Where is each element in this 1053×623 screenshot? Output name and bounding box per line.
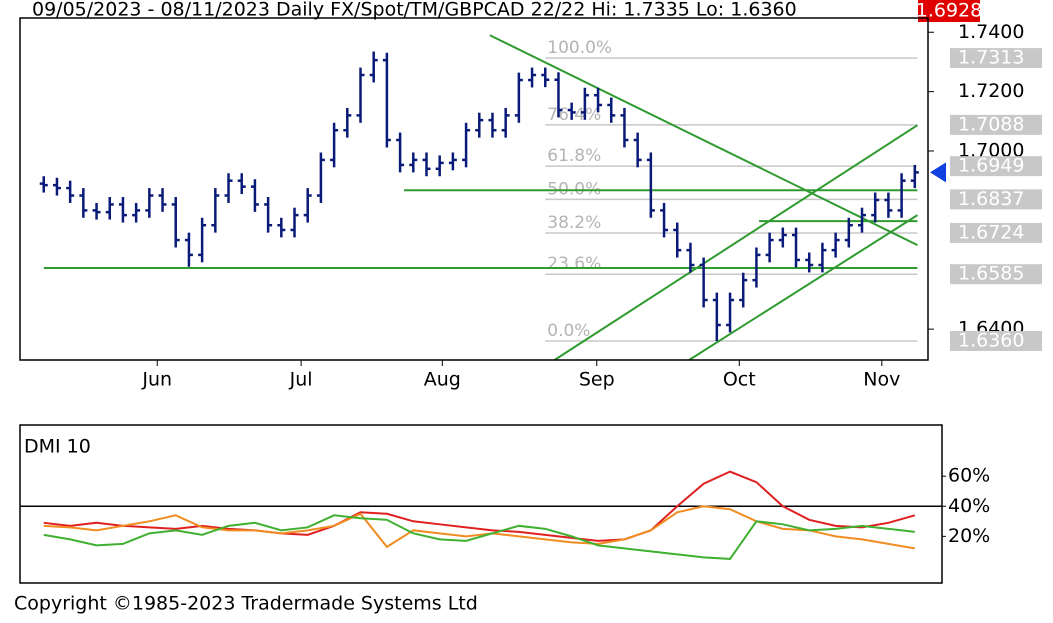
fib-label: 100.0%: [547, 38, 612, 58]
fib-label: 76.4%: [547, 105, 601, 125]
dmi-line: [43, 514, 915, 560]
y-tick-label: 1.7400: [958, 21, 1024, 43]
y-tick-label: 60%: [948, 465, 990, 487]
dmi-frame: [19, 424, 943, 584]
x-tick-label: Sep: [579, 369, 615, 391]
fib-price-box: [950, 222, 1042, 243]
last-price-marker: [930, 162, 946, 183]
fib-price: 1.6585: [958, 263, 1024, 285]
fib-price: 1.6360: [958, 330, 1024, 352]
fib-label: 38.2%: [547, 213, 601, 233]
last-price-box: [918, 0, 980, 22]
fib-price: 1.6837: [958, 188, 1024, 210]
last-price: 1.6928: [916, 0, 982, 22]
chart-title: 09/05/2023 - 08/11/2023 Daily FX/Spot/TM…: [32, 0, 797, 21]
trendline: [553, 124, 918, 361]
fib-price-box: [950, 114, 1042, 135]
fib-price: 1.6724: [958, 221, 1024, 243]
dmi-line: [43, 505, 915, 550]
x-tick-label: Jun: [141, 369, 172, 391]
fib-label: 23.6%: [547, 254, 601, 274]
x-tick-label: Oct: [723, 369, 756, 391]
fib-price: 1.6949: [958, 155, 1024, 177]
dmi-line: [43, 470, 916, 542]
fib-price: 1.7088: [958, 113, 1024, 135]
x-tick-label: Jul: [289, 369, 313, 391]
copyright: Copyright ©1985-2023 Tradermade Systems …: [14, 593, 478, 615]
trendline: [688, 214, 918, 361]
plot-frame: [19, 17, 929, 361]
x-tick-label: Aug: [424, 369, 461, 391]
y-tick-label: 40%: [948, 495, 990, 517]
fib-label: 0.0%: [547, 321, 590, 341]
fib-label: 61.8%: [547, 146, 601, 166]
y-tick-label: 20%: [948, 525, 990, 547]
dmi-title: DMI 10: [24, 436, 91, 458]
fib-price-box: [950, 48, 1042, 69]
fib-price: 1.7313: [958, 47, 1024, 69]
x-tick-label: Nov: [863, 369, 900, 391]
fib-price-box: [950, 264, 1042, 285]
trendline: [489, 34, 918, 247]
fib-price-box: [950, 331, 1042, 351]
y-tick-label: 1.7200: [958, 80, 1024, 102]
y-tick-label: 1.7000: [958, 140, 1024, 162]
fib-price-box: [950, 189, 1042, 210]
fib-price-box: [950, 156, 1042, 177]
